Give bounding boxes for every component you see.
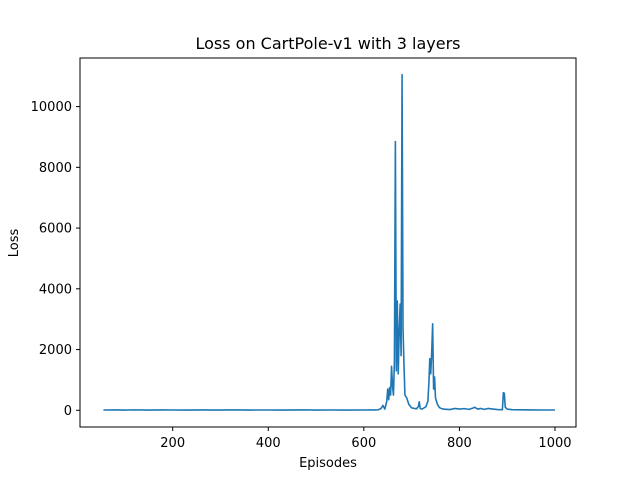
y-tick-label: 10000	[31, 100, 72, 115]
y-axis-label: Loss	[7, 229, 22, 258]
y-tick-label: 0	[64, 404, 72, 419]
loss-series-line	[103, 73, 555, 411]
x-axis-label: Episodes	[299, 456, 357, 471]
y-axis: 0 2000 4000 6000 8000 10000	[31, 100, 80, 419]
chart-title: Loss on CartPole-v1 with 3 layers	[195, 34, 460, 53]
x-tick-label: 200	[160, 436, 185, 451]
plot-area	[103, 73, 555, 411]
plot-frame	[79, 57, 577, 428]
y-tick-label: 6000	[39, 222, 72, 237]
x-tick-label: 400	[256, 436, 281, 451]
x-tick-label: 800	[447, 436, 472, 451]
y-tick-label: 2000	[39, 343, 72, 358]
x-axis: 200 400 600 800 1000	[160, 427, 572, 451]
y-tick-label: 8000	[39, 161, 72, 176]
y-tick-label: 4000	[39, 282, 72, 297]
x-tick-label: 1000	[538, 436, 571, 451]
x-tick-label: 600	[351, 436, 376, 451]
